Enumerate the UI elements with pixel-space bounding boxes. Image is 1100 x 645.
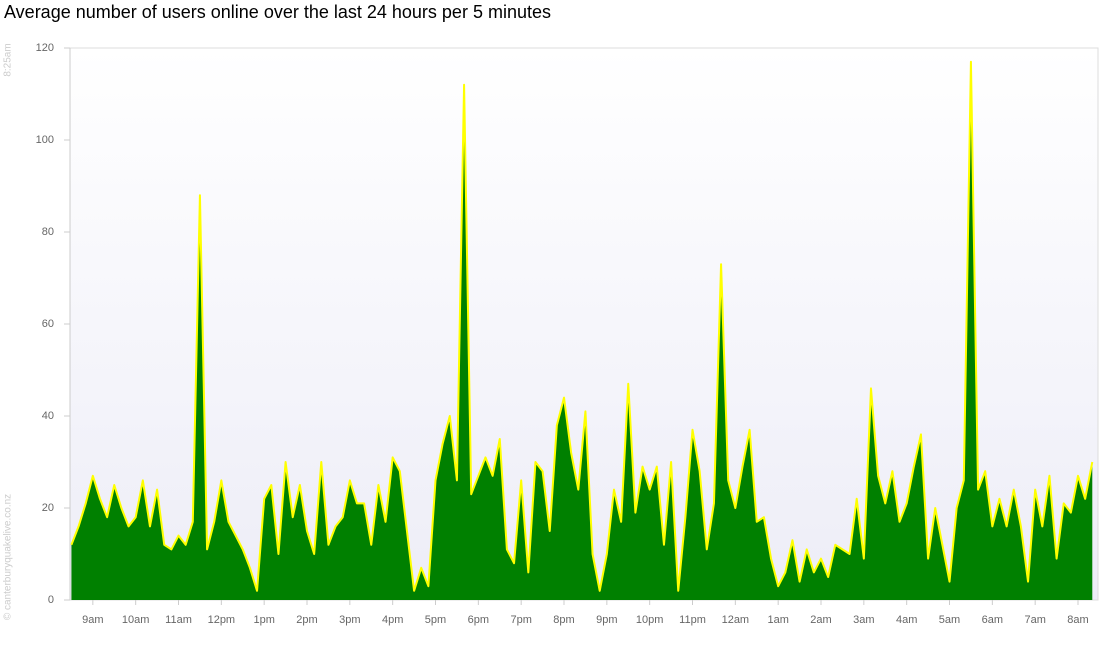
x-tick-label: 12pm — [208, 614, 236, 626]
x-tick-label: 10pm — [636, 614, 664, 626]
x-tick-label: 11am — [165, 614, 192, 626]
x-tick-label: 12am — [722, 614, 750, 626]
x-tick-label: 4pm — [382, 614, 403, 626]
y-tick-label: 20 — [42, 502, 54, 514]
x-tick-label: 2am — [810, 614, 831, 626]
y-tick-label: 120 — [36, 42, 54, 54]
x-tick-label: 4am — [896, 614, 917, 626]
x-tick-label: 11pm — [679, 614, 706, 626]
x-tick-label: 2pm — [296, 614, 317, 626]
x-tick-label: 7pm — [510, 614, 531, 626]
x-tick-label: 6am — [982, 614, 1003, 626]
x-tick-label: 1am — [767, 614, 788, 626]
x-tick-label: 5pm — [425, 614, 446, 626]
x-tick-label: 9am — [82, 614, 103, 626]
x-tick-label: 1pm — [253, 614, 274, 626]
x-tick-label: 10am — [122, 614, 150, 626]
y-tick-label: 40 — [42, 410, 54, 422]
copyright: © canterburyquakelive.co.nz — [3, 494, 14, 620]
chart-title: Average number of users online over the … — [4, 2, 551, 22]
x-tick-label: 6pm — [468, 614, 489, 626]
y-tick-label: 60 — [42, 318, 54, 330]
y-tick-label: 100 — [36, 134, 54, 146]
y-tick-label: 0 — [48, 594, 54, 606]
timestamp: 8:25am — [3, 43, 14, 76]
x-tick-label: 5am — [939, 614, 960, 626]
x-tick-label: 7am — [1024, 614, 1045, 626]
x-tick-label: 9pm — [596, 614, 617, 626]
x-tick-label: 8am — [1067, 614, 1088, 626]
y-tick-label: 80 — [42, 226, 54, 238]
x-tick-label: 8pm — [553, 614, 574, 626]
line — [70, 60, 1094, 592]
x-tick-label: 3am — [853, 614, 874, 626]
x-tick-label: 3pm — [339, 614, 360, 626]
